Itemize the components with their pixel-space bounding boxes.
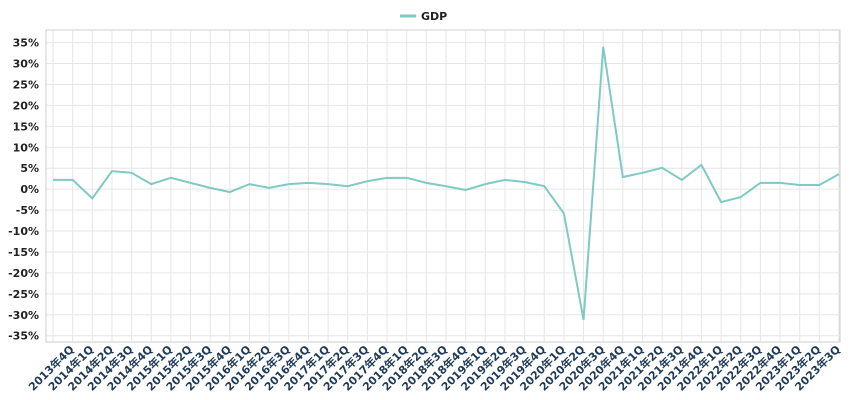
plot-frame — [45, 29, 841, 343]
y-tick-label: -25% — [8, 288, 39, 301]
y-tick-label: -35% — [8, 330, 39, 343]
line — [53, 46, 840, 320]
y-tick-label: 25% — [13, 78, 39, 91]
y-tick-label: -20% — [8, 267, 39, 280]
y-tick-label: 35% — [13, 37, 39, 50]
y-tick-label: -10% — [8, 225, 39, 238]
legend-label: GDP — [421, 10, 447, 23]
y-tick-label: 20% — [13, 99, 39, 112]
y-tick-label: -5% — [16, 204, 39, 217]
y-tick-label: 15% — [13, 120, 39, 133]
y-tick-label: 10% — [13, 141, 39, 154]
y-tick-label: -30% — [8, 309, 39, 322]
y-tick-label: -15% — [8, 246, 39, 259]
y-tick-label: 5% — [20, 162, 39, 175]
y-tick-label: 30% — [13, 58, 39, 71]
y-tick-label: 0% — [20, 183, 39, 196]
